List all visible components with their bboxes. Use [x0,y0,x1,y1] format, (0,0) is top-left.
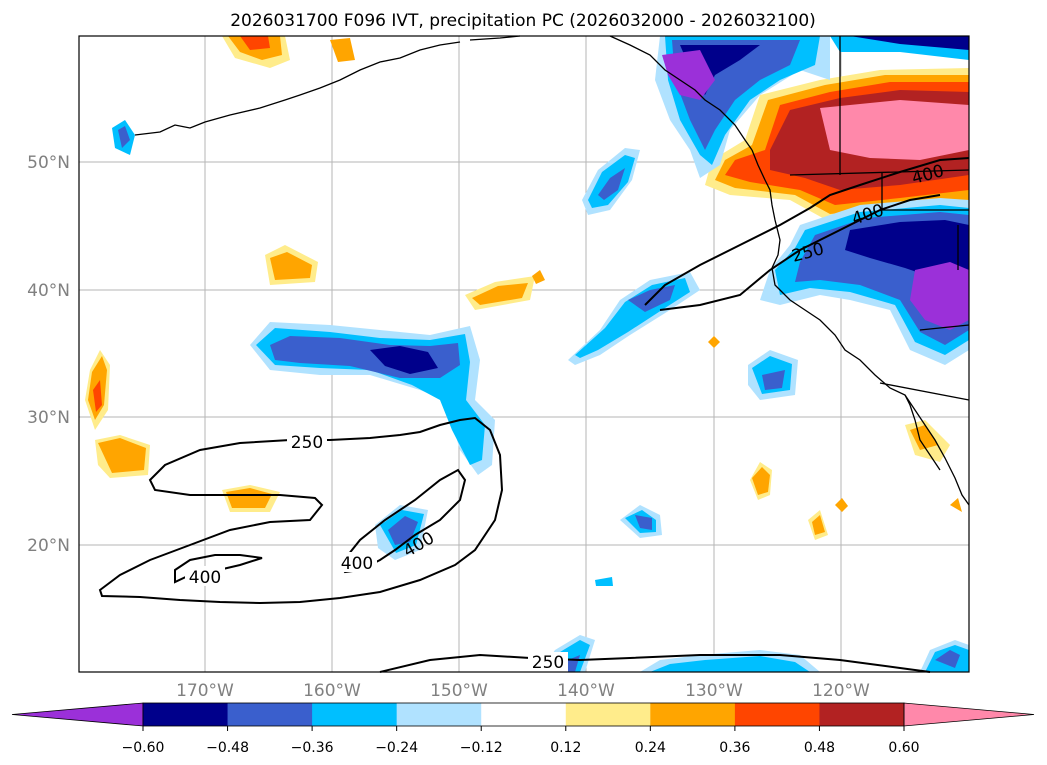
lat-label: 50°N [27,153,70,173]
figure-title: 2026031700 F096 IVT, precipitation PC (2… [230,11,816,31]
contour-label-bg [287,430,327,450]
colorbar-frame [142,702,905,727]
blob-top-2 [330,38,355,62]
contour-label-a: 250 [291,433,323,453]
colorbar-segment [650,703,736,726]
colorbar-tick-label: −0.36 [291,740,334,756]
lon-label: 140°W [557,681,615,701]
colorbar-extend-min [11,702,144,727]
colorbar-segment [565,703,651,726]
lon-label: 160°W [303,681,361,701]
colorbar-tick-label: 0.24 [635,740,666,756]
lon-labels: 170°W 160°W 150°W 140°W 130°W 120°W [176,681,870,701]
colorbar-segment [227,703,313,726]
coastlines [134,35,970,506]
colorbar-ticks: −0.60 −0.48 −0.36 −0.24 −0.12 0.12 0.24 0.36 0.4… [122,726,920,756]
contour-label-bg [528,652,568,672]
colorbar-tick-label: 0.12 [550,740,581,756]
contour-label-bg [185,566,225,586]
lat-label: 20°N [27,536,70,556]
colorbar-tick-label: −0.48 [206,740,249,756]
map-panel: 250 400 400 400 250 250 400 400 [78,35,970,673]
lon-label: 130°W [685,681,743,701]
contour-label-bg [337,552,377,572]
colorbar-extend-max [903,702,1035,727]
colorbar-tick-label: −0.24 [375,740,418,756]
contour-label-h: 250 [532,653,564,673]
negative-anomaly-diagonal [568,148,700,365]
negative-anomaly-central [250,322,495,475]
negative-anomaly-north [655,36,969,178]
contour-labels: 250 400 400 400 250 250 400 400 [185,161,946,673]
colorbar-segment [312,703,398,726]
negative-anomaly-east [760,198,969,365]
lon-label: 150°W [430,681,488,701]
colorbar-tick-label: −0.60 [122,740,165,756]
lon-label: 120°W [812,681,870,701]
precip-shading [85,36,969,672]
colorbar-segment [734,703,820,726]
colorbar-segment [481,703,567,726]
colorbar-tick-label: −0.12 [460,740,503,756]
colorbar-segment [819,703,905,726]
lat-labels: 50°N 40°N 30°N 20°N [27,153,70,556]
colorbar-segment [396,703,482,726]
lat-label: 40°N [27,281,70,301]
lat-label: 30°N [27,408,70,428]
colorbar-tick-label: 0.60 [888,740,919,756]
colorbar-tick-label: 0.48 [804,740,835,756]
contour-label-b: 400 [189,568,221,588]
lon-label: 170°W [176,681,234,701]
contour-label-c: 400 [341,554,373,574]
map-frame [78,35,970,673]
colorbar [11,702,1035,727]
colorbar-segment [143,703,229,726]
positive-anomaly-northeast [705,68,969,222]
colorbar-tick-label: 0.36 [719,740,750,756]
